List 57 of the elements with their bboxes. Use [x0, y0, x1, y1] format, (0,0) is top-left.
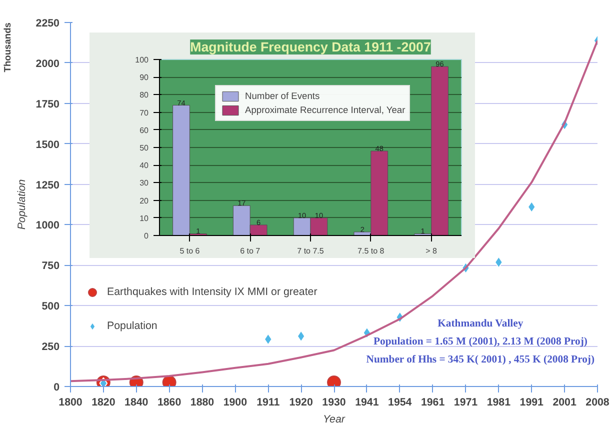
y-axis-title: Population [16, 179, 28, 230]
y-tick-label: 1250 [36, 179, 60, 192]
x-tick-label: 6 to 7 [240, 246, 261, 256]
point [264, 333, 272, 346]
y-tick-label: 1000 [36, 220, 60, 232]
point [296, 330, 306, 342]
x-tick-label: 1860 [157, 396, 182, 408]
x-tick-label: 7.5 to 8 [358, 246, 385, 256]
x-tick-label: 1911 [256, 396, 280, 408]
x-tick-label: 1900 [223, 396, 248, 408]
x-tick-label: 1920 [289, 396, 313, 408]
y-tick-label: 750 [42, 260, 60, 272]
x-tick-label: 5 to 6 [180, 246, 200, 256]
text: Thousands [2, 22, 12, 72]
x-tick-label: 1961 [420, 396, 445, 408]
annotation: Kathmandu Valley [438, 318, 524, 330]
y-tick-label: 0 [144, 232, 150, 240]
y-tick-label: 70 [140, 108, 150, 118]
x-tick-label: 2008 [586, 396, 610, 408]
x-tick-label: 7 to 7.5 [297, 246, 324, 256]
point [527, 200, 536, 213]
x-tick-label: 1800 [58, 396, 82, 408]
y-tick-label: 30 [140, 178, 150, 188]
y-tick-label: 10 [140, 214, 150, 223]
x-tick-label: 1941 [355, 396, 379, 408]
chart-title: Magnitude Frequency Data 1911 -2007 [190, 40, 431, 54]
y-tick-label: 40 [140, 161, 150, 170]
x-tick-label: 1880 [190, 396, 214, 408]
x-tick-label: 1971 [454, 396, 478, 408]
x-tick-label: 1840 [124, 396, 148, 408]
y-tick-label: 2250 [36, 18, 60, 30]
y-tick-label: 90 [140, 73, 150, 82]
x-tick-label: 1991 [520, 396, 544, 408]
legend-label: Earthquakes with Intensity IX MMI or greater [107, 286, 318, 298]
y-tick-label: 80 [140, 90, 150, 100]
legend-label: Population [107, 320, 158, 332]
x-tick-label: 1930 [322, 396, 346, 408]
annotation: Number of Hhs = 345 K( 2001) , 455 K (2008 Proj) [366, 354, 595, 366]
y-tick-label: 500 [42, 300, 60, 313]
x-tick-label: 1820 [92, 396, 116, 408]
y-tick-label: 60 [140, 126, 150, 135]
y-tick-label: 2000 [36, 58, 60, 70]
x-tick-label: 2001 [552, 396, 576, 408]
x-tick-label: 1981 [486, 396, 511, 408]
y-tick-label: 1500 [36, 138, 60, 151]
legend-label: Number of Events [245, 91, 320, 101]
y-tick-label: 50 [140, 144, 150, 152]
annotation: Population = 1.65 M (2001), 2.13 M (2008 Proj) [374, 336, 588, 348]
legend-label: Approximate Recurrence Interval, Year [245, 105, 406, 115]
y-tick-label: 20 [140, 196, 150, 206]
y-tick-label: 250 [42, 341, 60, 354]
x-tick-label: 1954 [388, 396, 412, 408]
x-tick-label: > 8 [426, 246, 438, 256]
y-tick-label: 100 [135, 56, 150, 64]
y-tick-label: 1750 [36, 98, 60, 110]
y-tick-label: 0 [54, 382, 60, 394]
x-axis-title: Year [323, 414, 346, 426]
